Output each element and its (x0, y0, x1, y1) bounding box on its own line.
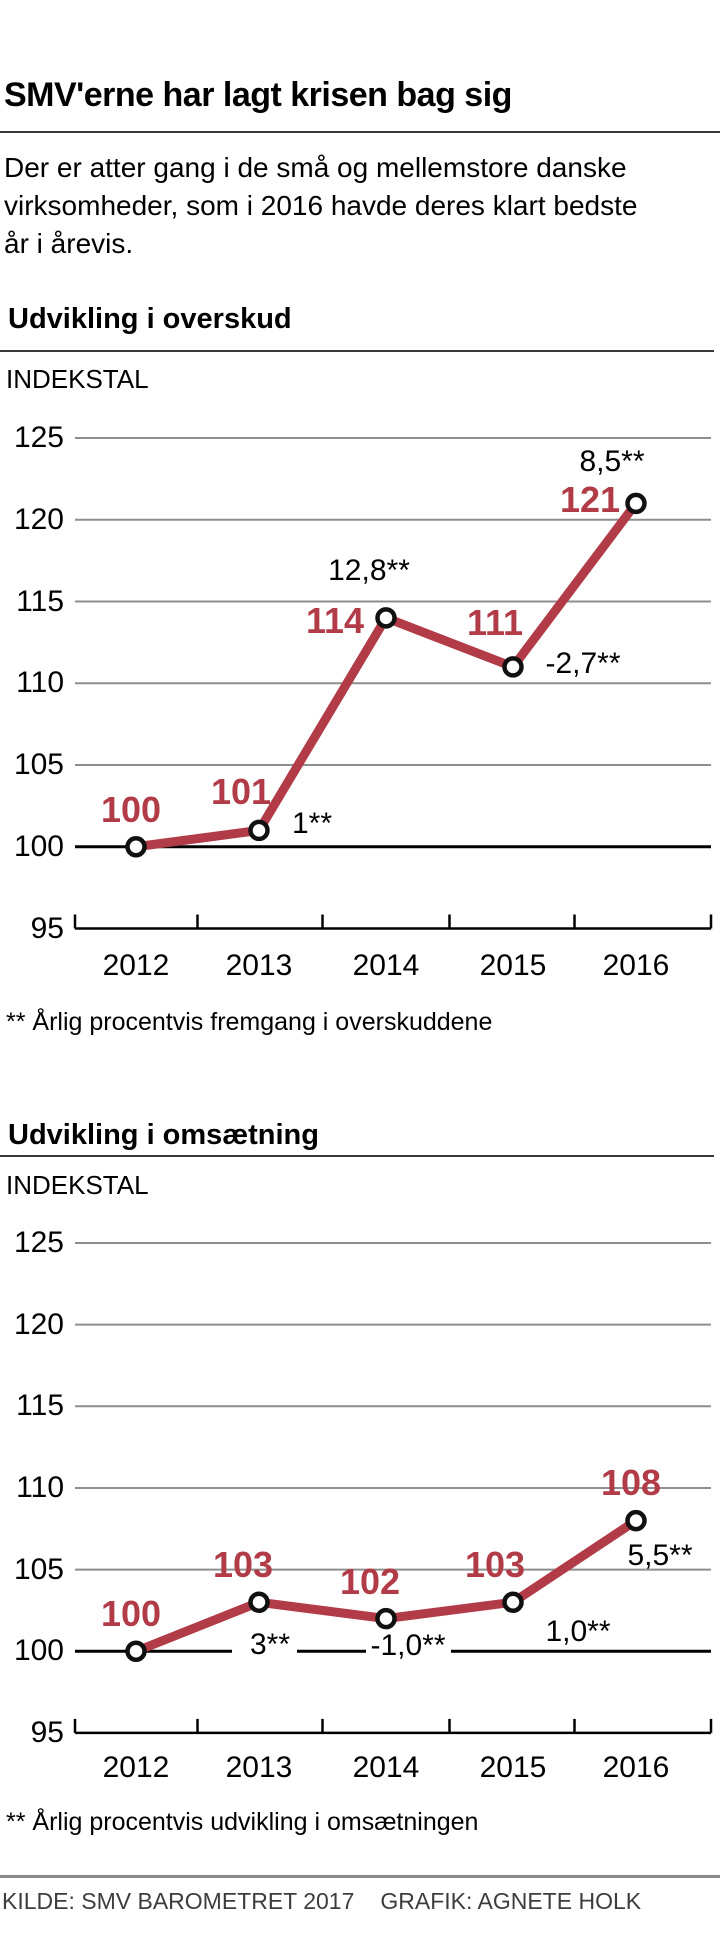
data-point-marker-2016 (625, 492, 647, 515)
page-title: SMV'erne har lagt krisen bag sig (4, 76, 512, 114)
data-point-marker-2012 (125, 1640, 147, 1662)
x-tick-label: 2016 (602, 949, 670, 982)
y-tick-label: 110 (16, 666, 64, 700)
y-tick-label: 110 (16, 1470, 64, 1504)
annotation-label: 12,8** (328, 553, 410, 587)
data-point-label: 103 (464, 1544, 526, 1586)
data-point-label: 103 (212, 1544, 274, 1586)
data-point-marker-2013 (248, 819, 270, 842)
annotation-label: 1** (291, 807, 333, 841)
subtitle-line: Der er atter gang i de små og mellemstor… (4, 152, 627, 183)
y-tick-label: 95 (30, 911, 64, 945)
data-point-marker-2015 (502, 656, 524, 678)
x-tick-label: 2014 (352, 1751, 420, 1784)
x-tick-label: 2014 (352, 949, 420, 982)
y-tick-label: 100 (13, 1634, 64, 1668)
x-tick-label: 2015 (479, 949, 547, 982)
chart-title-overskud: Udvikling i overskud (8, 303, 292, 335)
y-tick-label: 120 (13, 1307, 64, 1341)
data-point-label: 102 (339, 1560, 401, 1602)
chart-title-omsaetning: Udvikling i omsætning (8, 1119, 319, 1151)
y-tick-label: 125 (13, 1226, 64, 1259)
x-tick-label: 2013 (225, 949, 293, 982)
x-tick-label: 2013 (225, 1751, 293, 1784)
data-point-marker-2014 (375, 607, 397, 629)
y-tick-label: 100 (13, 829, 64, 863)
data-point-label: 100 (100, 788, 162, 830)
annotation-label: -1,0** (370, 1628, 446, 1662)
x-tick-label: 2012 (102, 949, 170, 982)
data-point-marker-2015 (502, 1591, 524, 1614)
x-tick-label: 2012 (102, 1751, 170, 1784)
footer-divider (0, 1875, 720, 1878)
x-tick-label: 2016 (602, 1751, 670, 1784)
y-axis-unit-label: INDEKSTAL (6, 1170, 149, 1200)
y-axis-unit-label: INDEKSTAL (6, 364, 149, 394)
data-point-marker-2013 (248, 1591, 270, 1614)
data-point-label: 121 (559, 479, 621, 521)
y-tick-label: 95 (30, 1715, 64, 1749)
y-tick-label: 125 (13, 421, 64, 454)
page-subtitle: Der er atter gang i de små og mellemstor… (4, 149, 637, 263)
y-tick-label: 115 (16, 1389, 64, 1423)
x-tick-label: 2015 (479, 1751, 547, 1784)
chart-footnote-omsaetning: ** Årlig procentvis udvikling i omsætnin… (6, 1808, 479, 1836)
data-point-marker-2016 (625, 1509, 647, 1532)
annotation-label: 8,5** (579, 445, 645, 479)
annotation-label: 3** (249, 1628, 291, 1662)
chart-svg-overskud (73, 437, 713, 930)
subtitle-line: virksomheder, som i 2016 havde deres kla… (4, 190, 638, 221)
section-divider (0, 350, 714, 352)
data-point-label: 100 (100, 1593, 162, 1635)
y-tick-label: 120 (13, 502, 64, 536)
chart-footnote-overskud: ** Årlig procentvis fremgang i overskudd… (6, 1008, 493, 1036)
graphic-credit: GRAFIK: AGNETE HOLK (380, 1888, 642, 1914)
chart-svg-omsaetning (73, 1242, 713, 1735)
source-credit: KILDE: SMV BAROMETRET 2017 (2, 1888, 355, 1914)
annotation-label: 5,5** (627, 1538, 693, 1572)
title-divider (0, 131, 720, 133)
data-point-label: 108 (600, 1461, 662, 1503)
data-point-label: 111 (466, 601, 524, 643)
data-point-label: 114 (305, 599, 365, 641)
y-tick-label: 105 (13, 748, 64, 781)
data-point-label: 101 (210, 771, 272, 813)
annotation-label: 1,0** (545, 1615, 611, 1649)
y-tick-label: 105 (13, 1552, 64, 1586)
data-point-marker-2012 (125, 836, 147, 858)
section-divider (0, 1155, 714, 1157)
y-tick-label: 115 (16, 584, 64, 618)
subtitle-line: år i årevis. (4, 228, 134, 259)
footer: KILDE: SMV BAROMETRET 2017 GRAFIK: AGNET… (2, 1888, 641, 1915)
annotation-label: -2,7** (545, 646, 621, 680)
data-point-marker-2014 (375, 1607, 397, 1630)
